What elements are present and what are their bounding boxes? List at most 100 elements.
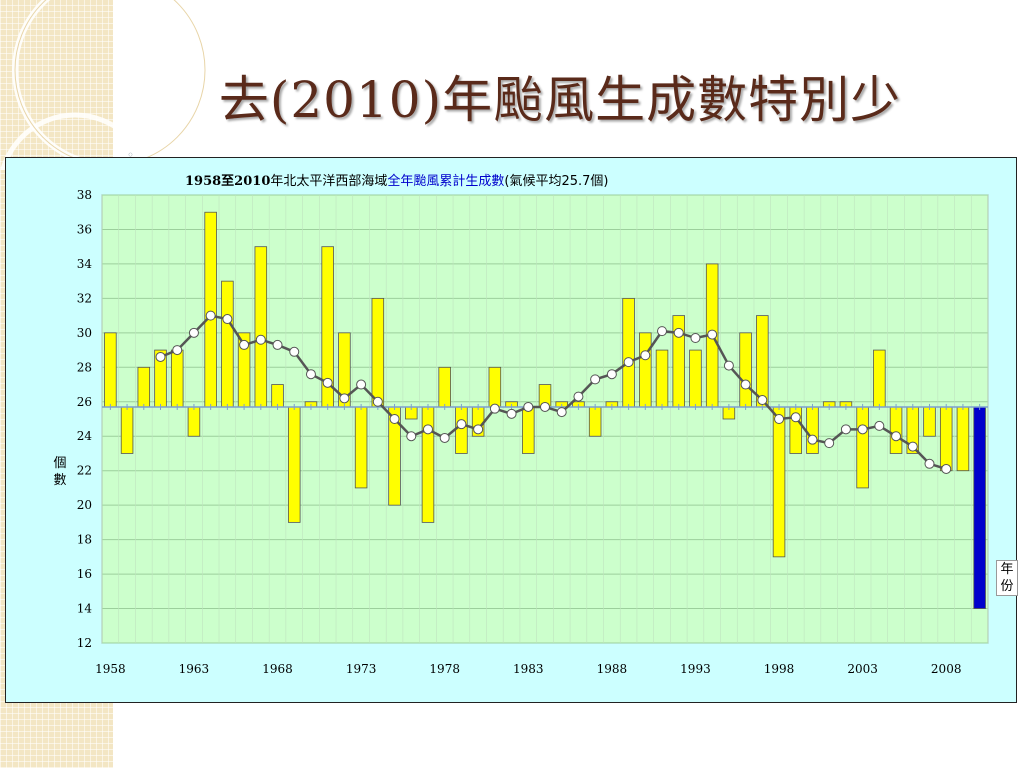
line-point (222, 314, 233, 325)
line-point (874, 420, 885, 431)
y-tick-labels: 12 14 16 18 20 22 24 26 28 30 32 34 36 38 (77, 188, 93, 650)
chart-title-region: 年北太平洋西部海域 (270, 174, 388, 189)
line-point (857, 424, 868, 435)
chart-title-years: 1958至2010 (185, 174, 271, 189)
bar-1969 (287, 406, 301, 523)
gridlines (101, 194, 989, 644)
bar-1983 (522, 406, 535, 454)
y-tick-label: 12 (77, 636, 92, 650)
line-point (422, 424, 433, 435)
line-point (556, 407, 567, 418)
line-point (289, 346, 300, 357)
y-axis-label: 個數 (53, 456, 67, 488)
bar-2005 (889, 406, 903, 454)
chart-title: 1958至2010年北太平洋西部海域全年颱風累計生成數(氣候平均25.7個) (185, 170, 609, 189)
bar-1965 (221, 280, 234, 408)
y-tick-label: 18 (77, 533, 92, 547)
bar-1973 (354, 406, 368, 489)
line-point (891, 431, 902, 442)
bar-1959 (120, 406, 134, 454)
y-tick-label: 30 (77, 326, 92, 340)
x-tick-label: 1998 (764, 662, 795, 676)
bar-1963 (187, 406, 201, 437)
line-point (757, 395, 768, 406)
x-tick-label: 1978 (429, 662, 460, 676)
x-tick-label: 1993 (680, 662, 711, 676)
line-point (239, 339, 250, 350)
line-point (774, 414, 785, 424)
line-point (188, 327, 199, 338)
line-point (740, 379, 751, 390)
line-point (606, 369, 617, 380)
x-axis-label: 年份 (996, 560, 1018, 596)
bar-1990 (639, 332, 652, 408)
bar-1968 (271, 384, 284, 408)
line-point (657, 326, 668, 337)
bar-2008 (939, 406, 953, 472)
chart-title-highlight: 全年颱風累計生成數 (387, 174, 505, 189)
y-tick-label: 24 (77, 429, 93, 443)
bars (102, 211, 988, 609)
line-point (723, 360, 734, 371)
line-point (272, 339, 283, 350)
bar-2003 (856, 406, 869, 489)
line-point (255, 334, 266, 345)
line-point (807, 434, 818, 445)
line-point (540, 401, 550, 412)
line-point (356, 379, 367, 390)
x-tick-label: 1968 (262, 662, 293, 676)
line-point (924, 458, 935, 469)
bar-2007 (923, 406, 936, 437)
bar-1960 (137, 366, 151, 408)
bar-2009 (956, 406, 970, 472)
bar-1993 (689, 349, 702, 408)
line-point (707, 329, 718, 340)
y-tick-label: 14 (77, 602, 93, 616)
bar-1998 (772, 406, 786, 558)
x-tick-label: 2003 (847, 662, 878, 676)
bar-1964 (204, 211, 217, 408)
line-point (506, 408, 517, 419)
slide-title: 去(2010)年颱風生成數特別少 (218, 71, 902, 129)
line-point (640, 350, 651, 361)
line-point (941, 463, 952, 474)
line-point (824, 438, 835, 449)
line-point (790, 412, 801, 423)
moving-average-line (155, 310, 952, 474)
bar-1962 (170, 349, 184, 408)
line-point (590, 374, 601, 385)
y-tick-label: 36 (77, 222, 92, 236)
line-point (907, 441, 918, 452)
bar-2004 (873, 349, 886, 408)
bar-1981 (488, 366, 502, 408)
line-point (489, 403, 500, 414)
x-tick-label: 1963 (179, 662, 210, 676)
line-point (372, 396, 383, 407)
line-point (172, 345, 183, 356)
line-point (456, 419, 467, 430)
y-tick-label: 26 (77, 395, 92, 409)
bar-1987 (588, 406, 602, 437)
line-point (673, 327, 684, 338)
line-point (155, 351, 166, 362)
bar-1967 (254, 246, 268, 408)
bar-2000 (806, 406, 819, 454)
y-tick-label: 20 (77, 498, 92, 512)
bar-2010 (973, 406, 986, 609)
x-tick-label: 1983 (513, 662, 544, 676)
line-point (473, 424, 484, 435)
bar-1977 (421, 406, 435, 523)
x-tick-label: 1958 (95, 662, 126, 676)
y-tick-label: 28 (77, 360, 92, 374)
bullet-marker: ◦ (127, 148, 135, 162)
x-tick-label: 2008 (931, 662, 962, 676)
chart-title-note: (氣候平均25.7個) (504, 174, 609, 189)
bar-1996 (739, 332, 752, 408)
line-point (523, 401, 534, 412)
line-point (339, 393, 350, 404)
line-point (573, 391, 584, 402)
line-point (439, 432, 450, 443)
x-tick-labels: 1958 1963 1968 1973 1978 1983 1988 1993 1998 2003… (95, 662, 961, 676)
y-tick-label: 16 (77, 567, 92, 581)
